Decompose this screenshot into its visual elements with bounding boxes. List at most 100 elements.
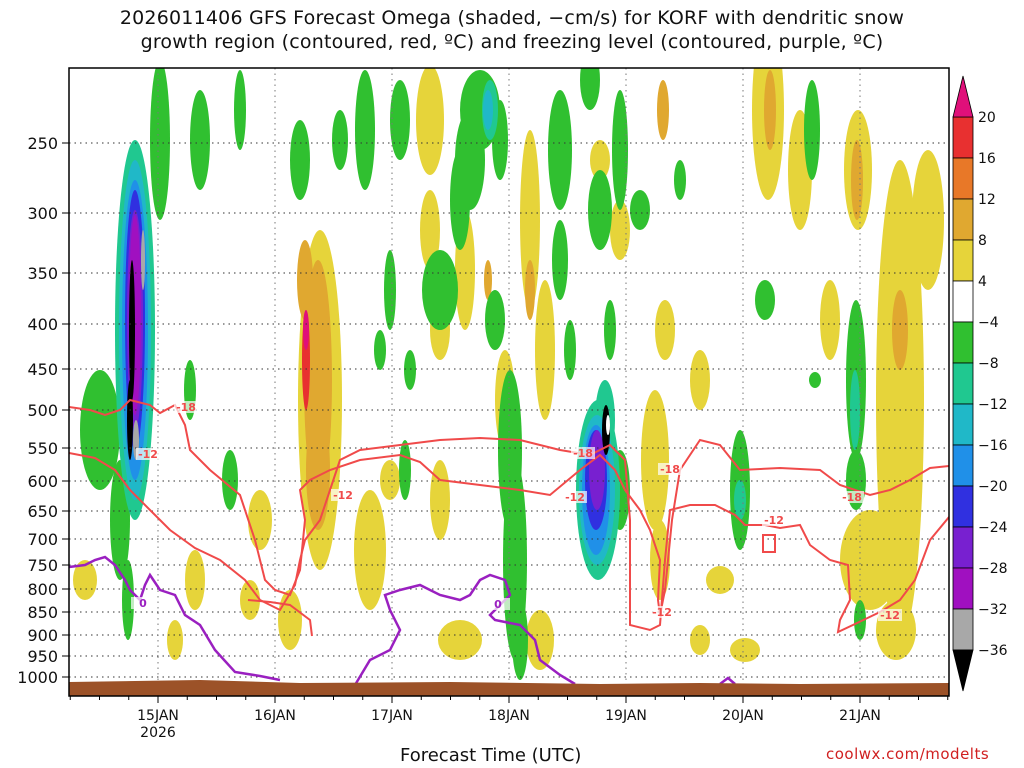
omega-cell-positive [730,638,760,662]
omega-cell-negative [804,80,820,180]
y-tick-label: 300 [27,204,58,223]
omega-cell-orange [306,410,330,530]
contour-label-18-bg [174,401,198,413]
colorbar-segment [952,403,974,446]
omega-cell-negative [854,600,866,640]
title-line-2: growth region (contoured, red, ºC) and f… [140,31,884,53]
omega-cell-positive [167,620,183,660]
y-tick-label: 250 [27,134,58,153]
omega-cell-orange [525,260,535,320]
omega-cell-teal [734,480,746,520]
omega-cell-orange [764,70,776,150]
omega-cell-positive [706,566,734,594]
title-line-1: 2026011406 GFS Forecast Omega (shaded, −… [119,7,905,29]
colorbar-segment [952,157,974,200]
contour-label-18-bg [840,491,864,503]
x-tick-label: 16JAN [254,708,296,724]
y-tick-label: 650 [27,502,58,521]
omega-cell-positive [690,625,710,655]
y-tick-label: 950 [27,647,58,666]
y-tick-label: 1000 [17,668,58,687]
omega-cell-negative [80,370,120,490]
y-axis: 250 300 350 400 450 500 550 600 650 700 750 800 850 9… [17,134,69,687]
colorbar-tick-label: 20 [978,110,996,126]
omega-cell-negative [399,440,411,500]
chart-title: 2026011406 GFS Forecast Omega (shaded, −… [0,6,1024,54]
colorbar-tick-label: −32 [978,602,1008,618]
omega-cell-positive [354,490,386,610]
contour-dendritic [69,398,949,616]
omega-cell-negative [485,290,505,350]
colorbar-bottom-arrow [952,649,974,692]
colorbar-tick-label: 12 [978,192,996,208]
contour-label-0: 0 [494,598,502,611]
omega-cell-negative [404,350,416,390]
contour-label-18-bg [571,447,595,459]
colorbar-tick-label: −28 [978,561,1008,577]
contour-label-12: -12 [333,489,353,502]
y-tick-label: 800 [27,580,58,599]
omega-cell-negative [234,70,246,150]
x-tick-label: 18JAN [488,708,530,724]
contour-label-18: -18 [842,491,862,504]
colorbar-segment [952,567,974,610]
terrain-ground [69,680,949,696]
omega-cell-negative [630,190,650,230]
y-tick-label: 350 [27,264,58,283]
colorbar: 20 16 12 8 4 −4 −8 −12 −16 −20 −24 −28 −32 −36 [952,75,1008,692]
omega-core-white [606,415,610,435]
omega-cell-positive [526,610,554,670]
omega-cell-negative [674,160,686,200]
y-tick-label: 400 [27,315,58,334]
colorbar-top-arrow [952,75,974,118]
colorbar-tick-label: −20 [978,479,1008,495]
omega-cell-negative [564,320,576,380]
y-tick-label: 500 [27,401,58,420]
y-tick-label: 450 [27,360,58,379]
colorbar-segment [952,608,974,651]
omega-cell-cyan [483,90,493,130]
site-credit: coolwx.com/modelts [826,745,990,763]
omega-cell-negative [290,120,310,200]
omega-cell-negative [809,372,821,388]
omega-cell-negative [355,70,375,190]
contour-label-12-bg [878,609,902,621]
contour-label-12: -12 [652,606,672,619]
colorbar-tick-label: −12 [978,397,1008,413]
omega-cell-positive [590,140,610,180]
omega-cell-positive [248,490,272,550]
omega-cell-orange [657,80,669,140]
omega-cell-negative [552,220,568,300]
omega-cell-negative [150,68,170,220]
omega-cell-positive [690,350,710,410]
x-tick-label: 17JAN [371,708,413,724]
omega-cell-negative [755,280,775,320]
omega-cell-negative [332,110,348,170]
omega-cell-orange [851,140,863,220]
y-tick-label: 900 [27,626,58,645]
colorbar-tick-label: 16 [978,151,996,167]
omega-cell-negative [580,68,600,110]
year-label: 2026 [140,725,176,741]
colorbar-segment [952,444,974,487]
colorbar-tick-label: 4 [978,274,987,290]
contour-freezing [353,573,576,686]
contour-label-12-bg [563,491,587,503]
contour-dendritic [247,599,313,637]
contour-label-0: 0 [139,597,147,610]
contour-label-0-bg [131,597,155,609]
omega-cell-positive [820,280,840,360]
omega-cell-negative [374,330,386,370]
contour-freezing [719,676,736,685]
omega-cell-positive [430,460,450,540]
omega-cell-negative [604,300,616,360]
omega-cell-positive [655,300,675,360]
colorbar-segment [952,280,974,323]
y-tick-label: 600 [27,472,58,491]
y-tick-label: 550 [27,439,58,458]
contour-label-12-bg [331,489,355,501]
omega-cell-positive [535,280,555,420]
colorbar-segment [952,239,974,282]
colorbar-tick-label: −36 [978,643,1008,659]
colorbar-tick-label: −4 [978,315,999,331]
